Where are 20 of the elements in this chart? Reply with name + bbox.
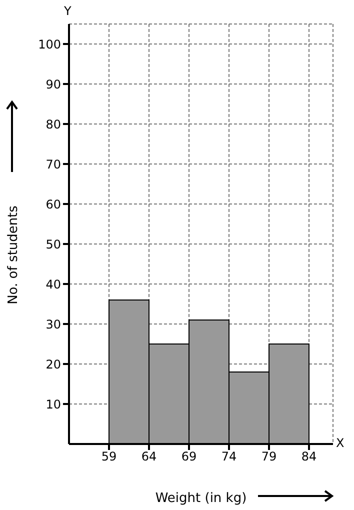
- x-tick-label: 64: [141, 450, 157, 464]
- y-tick-label: 10: [46, 397, 61, 412]
- text: Y: [64, 4, 72, 18]
- x-tick-label: 84: [301, 450, 317, 464]
- y-tick-label: 80: [46, 117, 61, 132]
- x-tick-label: 79: [261, 450, 277, 464]
- y-tick-label: 50: [46, 237, 61, 252]
- x-axis-title: Weight (in kg): [155, 491, 247, 506]
- y-tick-label: 70: [46, 157, 61, 172]
- y-tick-label: 100: [38, 37, 61, 52]
- y-tick-label: 90: [46, 77, 61, 92]
- y-tick-label: 30: [46, 317, 61, 332]
- x-tick-label: 74: [221, 450, 237, 464]
- text: X: [336, 436, 344, 450]
- y-tick-label: 20: [46, 357, 61, 372]
- x-tick-label: 69: [181, 450, 197, 464]
- y-tick-label: 40: [46, 277, 61, 292]
- y-tick-label: 60: [46, 197, 61, 212]
- y-axis-title: No. of students: [6, 205, 21, 304]
- x-tick-label: 59: [101, 450, 117, 464]
